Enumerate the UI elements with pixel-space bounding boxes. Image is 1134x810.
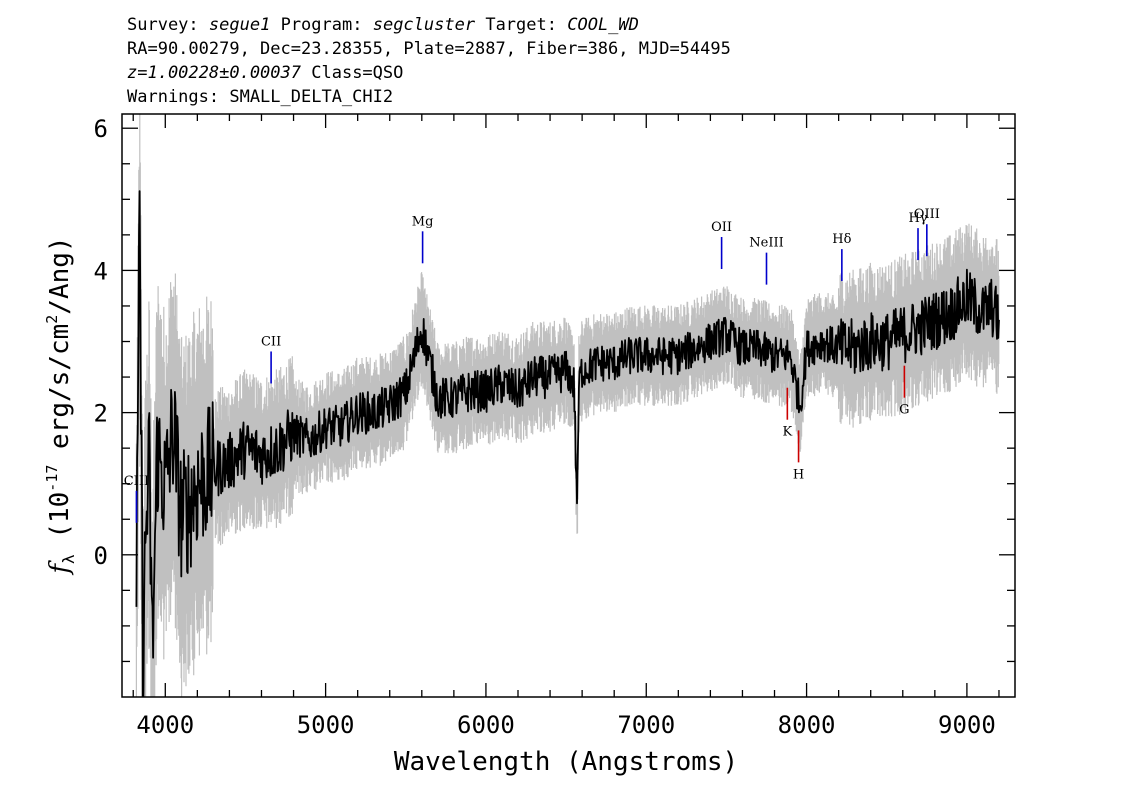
survey-name: segue1: [209, 15, 270, 35]
marker-oii-label: OII: [711, 220, 732, 235]
marker-mg-label: Mg: [412, 214, 434, 229]
header-line-2: RA=90.00279, Dec=23.28355, Plate=2887, F…: [127, 39, 731, 59]
target-name: COOL_WD: [567, 15, 639, 35]
marker-cii-label: CII: [261, 334, 281, 349]
marker-h-label: Hγ: [908, 211, 927, 226]
marker-ciii-label: CIII: [124, 474, 149, 489]
header-line-1: Survey: segue1 Program: segcluster Targe…: [127, 15, 639, 35]
y-tick-label: 0: [94, 542, 108, 570]
x-tick-label: 9000: [938, 711, 996, 739]
y-tick-label: 4: [94, 257, 108, 285]
x-tick-label: 5000: [297, 711, 355, 739]
y-tick-label: 6: [94, 115, 108, 143]
x-axis-label: Wavelength (Angstroms): [394, 747, 738, 777]
y-tick-label: 2: [94, 400, 108, 428]
flux-series-line: [135, 190, 1000, 697]
axis-ticks: 4000 5000 6000 7000 8000 9000 0 2 4 6: [94, 114, 1015, 739]
x-tick-label: 8000: [778, 711, 836, 739]
noise-band: [135, 114, 1000, 697]
marker-neiii-label: NeIII: [749, 236, 783, 251]
flux-layer: [135, 190, 1000, 697]
object-class: Class=QSO: [311, 63, 403, 83]
program-name: segcluster: [373, 15, 476, 35]
noise-band-path: [135, 114, 1000, 697]
x-tick-label: 6000: [457, 711, 515, 739]
header-line-4: Warnings: SMALL_DELTA_CHI2: [127, 87, 393, 107]
plot-frame: [121, 113, 1016, 698]
redshift: z=1.00228±0.00037: [127, 63, 302, 83]
y-axis-label: fλ (10-17 erg/s/cm2/Ang): [43, 236, 78, 575]
marker-oiii-label: OIII: [914, 207, 940, 222]
x-tick-label: 7000: [617, 711, 675, 739]
marker-h-label: Hδ: [832, 232, 851, 247]
marker-k-label: K: [782, 425, 792, 440]
marker-h-label: H: [793, 467, 804, 482]
x-tick-label: 4000: [136, 711, 194, 739]
header-line-3: z=1.00228±0.00037 Class=QSO: [127, 63, 403, 83]
marker-g-label: G: [899, 403, 909, 418]
